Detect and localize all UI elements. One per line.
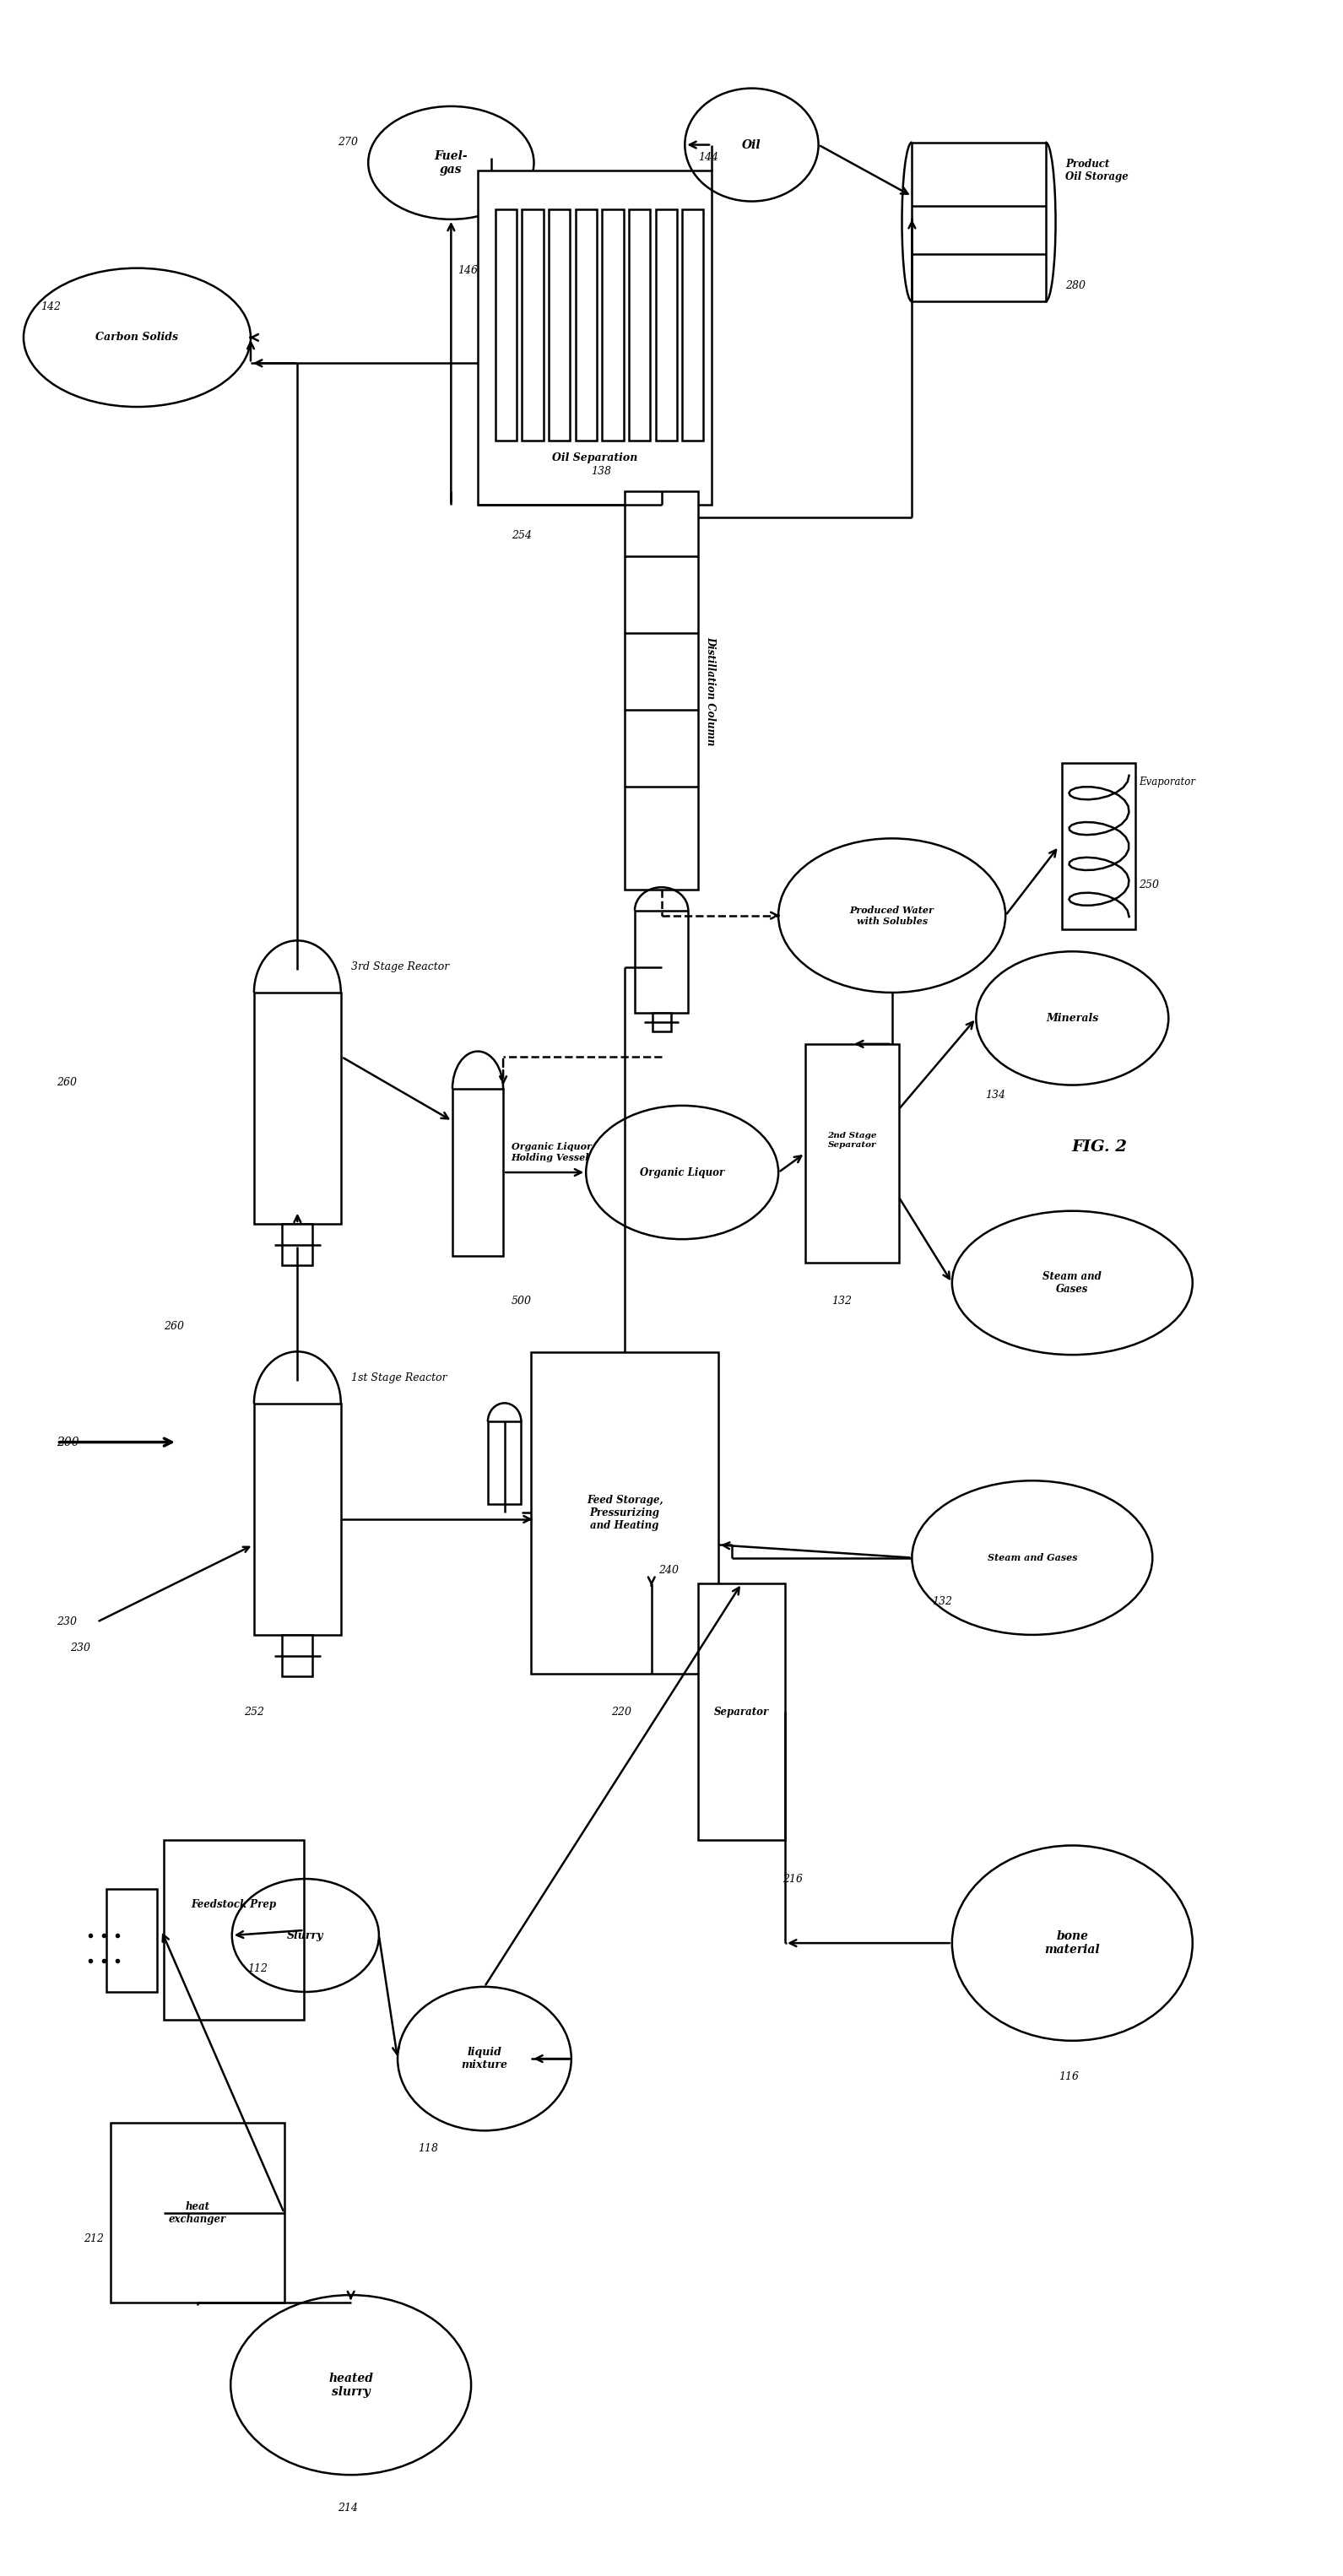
FancyBboxPatch shape	[804, 1043, 898, 1262]
Text: 112: 112	[247, 1963, 267, 1973]
Text: Organic Liquor: Organic Liquor	[639, 1167, 724, 1177]
FancyBboxPatch shape	[635, 909, 688, 1012]
Text: 220: 220	[611, 1705, 631, 1718]
FancyBboxPatch shape	[575, 209, 596, 440]
Text: 134: 134	[986, 1090, 1006, 1100]
FancyBboxPatch shape	[478, 170, 712, 505]
FancyBboxPatch shape	[282, 1224, 313, 1265]
FancyBboxPatch shape	[629, 209, 650, 440]
Text: Separator: Separator	[714, 1705, 770, 1718]
Text: 132: 132	[932, 1597, 952, 1607]
FancyBboxPatch shape	[548, 209, 569, 440]
Text: 500: 500	[512, 1296, 532, 1306]
Text: 2nd Stage
Separator: 2nd Stage Separator	[827, 1131, 877, 1149]
FancyBboxPatch shape	[106, 1888, 157, 1991]
Text: 118: 118	[418, 2143, 438, 2154]
FancyBboxPatch shape	[282, 1636, 313, 1677]
Text: 230: 230	[70, 1641, 90, 1654]
Text: Oil: Oil	[743, 139, 761, 152]
Text: 200: 200	[56, 1437, 79, 1448]
Text: 132: 132	[831, 1296, 851, 1306]
Text: FIG. 2: FIG. 2	[1072, 1139, 1127, 1154]
Text: bone
material: bone material	[1045, 1929, 1100, 1955]
Text: 240: 240	[658, 1566, 678, 1577]
FancyBboxPatch shape	[164, 1839, 304, 2020]
FancyBboxPatch shape	[624, 492, 698, 889]
Text: Oil Separation: Oil Separation	[552, 453, 638, 464]
Text: heat
exchanger: heat exchanger	[168, 2200, 226, 2226]
Text: 116: 116	[1058, 2071, 1080, 2081]
FancyBboxPatch shape	[488, 1422, 521, 1504]
Text: 252: 252	[244, 1705, 265, 1718]
Text: 146: 146	[458, 265, 478, 276]
Text: Feed Storage,
Pressurizing
and Heating: Feed Storage, Pressurizing and Heating	[587, 1494, 663, 1530]
Text: Distillation Column: Distillation Column	[705, 636, 716, 744]
Text: Organic Liquor
Holding Vessel: Organic Liquor Holding Vessel	[512, 1141, 591, 1162]
FancyBboxPatch shape	[653, 1012, 672, 1030]
Text: Product
Oil Storage: Product Oil Storage	[1065, 160, 1128, 183]
FancyBboxPatch shape	[254, 992, 341, 1224]
Text: 260: 260	[56, 1077, 77, 1087]
FancyBboxPatch shape	[522, 209, 544, 440]
Text: Evaporator: Evaporator	[1139, 775, 1195, 788]
Text: Steam and
Gases: Steam and Gases	[1042, 1270, 1101, 1296]
Text: Steam and Gases: Steam and Gases	[987, 1553, 1077, 1564]
Text: 214: 214	[337, 2504, 357, 2514]
Text: 280: 280	[1065, 281, 1086, 291]
FancyBboxPatch shape	[602, 209, 623, 440]
Text: Fuel-
gas: Fuel- gas	[434, 149, 467, 175]
Text: Slurry: Slurry	[287, 1929, 324, 1940]
FancyBboxPatch shape	[496, 209, 517, 440]
FancyBboxPatch shape	[110, 2123, 285, 2303]
Text: Minerals: Minerals	[1046, 1012, 1099, 1023]
FancyBboxPatch shape	[532, 1352, 719, 1674]
Text: 254: 254	[512, 531, 532, 541]
FancyBboxPatch shape	[254, 1404, 341, 1636]
Text: heated
slurry: heated slurry	[329, 2372, 373, 2398]
FancyBboxPatch shape	[912, 142, 1046, 301]
Text: 260: 260	[164, 1321, 184, 1332]
Text: 1st Stage Reactor: 1st Stage Reactor	[351, 1373, 447, 1383]
Text: 270: 270	[337, 137, 357, 147]
FancyBboxPatch shape	[682, 209, 704, 440]
Text: 216: 216	[783, 1873, 803, 1886]
Text: 230: 230	[56, 1618, 77, 1628]
Text: Feedstock Prep: Feedstock Prep	[191, 1899, 277, 1909]
Text: 212: 212	[83, 2233, 103, 2244]
FancyBboxPatch shape	[698, 1584, 786, 1839]
FancyBboxPatch shape	[453, 1090, 504, 1257]
Text: 3rd Stage Reactor: 3rd Stage Reactor	[351, 961, 449, 971]
Text: 250: 250	[1139, 878, 1159, 891]
Text: 144: 144	[698, 152, 719, 162]
Text: liquid
mixture: liquid mixture	[461, 2048, 508, 2071]
Text: Produced Water
with Solubles: Produced Water with Solubles	[850, 904, 935, 925]
Text: 138: 138	[591, 466, 611, 477]
Text: 142: 142	[40, 301, 62, 312]
FancyBboxPatch shape	[655, 209, 677, 440]
Text: Carbon Solids: Carbon Solids	[95, 332, 179, 343]
